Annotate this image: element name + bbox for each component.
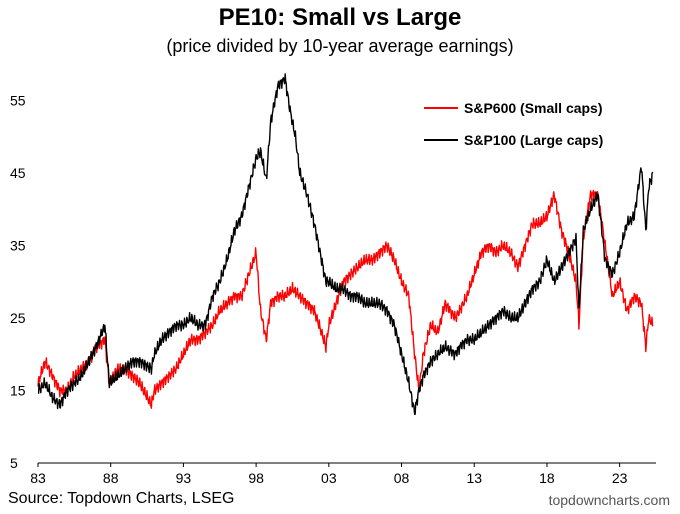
series-line-large-caps bbox=[37, 73, 654, 415]
series-line-small-caps bbox=[37, 189, 654, 409]
source-note: Source: Topdown Charts, LSEG bbox=[8, 490, 235, 507]
brand-watermark: topdowncharts.com bbox=[548, 492, 670, 508]
y-tick-label: 55 bbox=[10, 92, 26, 108]
y-tick-label: 45 bbox=[10, 165, 26, 181]
x-tick-label: 08 bbox=[394, 470, 410, 486]
x-tick-label: 93 bbox=[176, 470, 192, 486]
y-tick-label: 5 bbox=[10, 455, 18, 471]
x-tick-label: 83 bbox=[30, 470, 46, 486]
x-tick-label: 98 bbox=[248, 470, 264, 486]
y-tick-label: 15 bbox=[10, 382, 26, 398]
x-tick-label: 23 bbox=[612, 470, 628, 486]
chart-title: PE10: Small vs Large bbox=[218, 4, 462, 31]
chart-subtitle: (price divided by 10-year average earnin… bbox=[166, 36, 514, 56]
legend-label: S&P100 (Large caps) bbox=[464, 132, 603, 148]
x-tick-label: 13 bbox=[466, 470, 482, 486]
legend-label: S&P600 (Small caps) bbox=[464, 100, 603, 116]
x-tick-label: 88 bbox=[103, 470, 119, 486]
x-tick-label: 18 bbox=[539, 470, 555, 486]
x-tick-label: 03 bbox=[321, 470, 337, 486]
y-tick-label: 35 bbox=[10, 237, 26, 253]
y-tick-label: 25 bbox=[10, 310, 26, 326]
